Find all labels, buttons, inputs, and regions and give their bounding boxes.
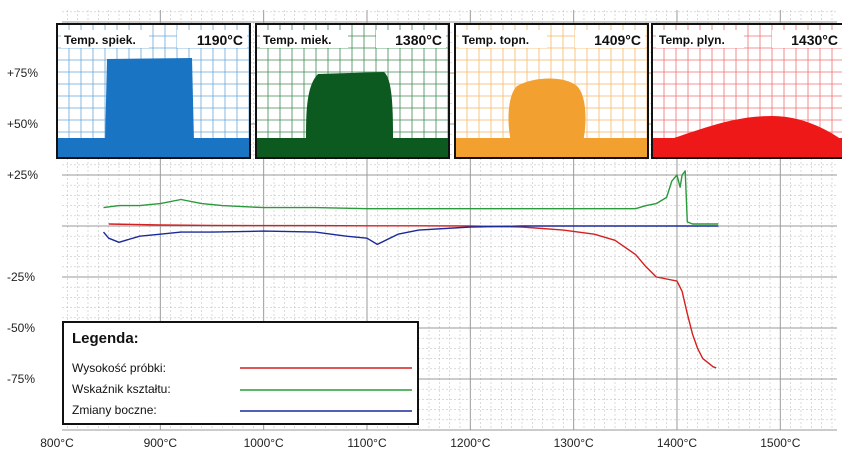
y-tick-label: -25% [7, 270, 35, 284]
x-tick-label: 1200°C [450, 436, 490, 450]
sample-panel: Temp. topn. 1409°C [454, 23, 649, 159]
sample-shape [105, 58, 194, 142]
panel-temp-background [772, 30, 842, 48]
x-tick-label: 1100°C [347, 436, 387, 450]
panel-temperature: 1190°C [197, 32, 243, 48]
legend-label-shape: Wskaźnik kształtu: [72, 382, 171, 396]
x-tick-label: 1500°C [760, 436, 800, 450]
sample-panel: Temp. spiek. 1190°C [56, 23, 251, 159]
panel-temperature: 1430°C [791, 32, 838, 48]
panel-label-background [61, 30, 149, 48]
sample-shape [662, 116, 842, 142]
legend-label-lateral: Zmiany boczne: [72, 403, 157, 417]
y-tick-label: -50% [7, 321, 35, 335]
panel-label: Temp. topn. [462, 33, 529, 47]
panel-border [255, 23, 450, 159]
sample-shape [306, 72, 393, 142]
panel-temp-background [177, 30, 247, 48]
panel-temperature: 1409°C [594, 32, 641, 48]
panel-label: Temp. spiek. [64, 33, 136, 47]
x-tick-label: 1300°C [554, 436, 594, 450]
panel-base-plate [57, 138, 250, 158]
legend-box [62, 321, 419, 425]
panel-base-plate [652, 138, 842, 158]
legend-title: Legenda: [72, 330, 139, 347]
x-tick-label: 800°C [40, 436, 74, 450]
legend: Legenda: Wysokość próbki: Wskaźnik kszta… [62, 321, 419, 425]
panel-label-background [260, 30, 348, 48]
panel-label: Temp. plyn. [659, 33, 725, 47]
x-tick-label: 1400°C [657, 436, 697, 450]
y-tick-label: -75% [7, 372, 35, 386]
chart-series [102, 170, 719, 369]
sample-shape [508, 78, 586, 142]
panel-temp-background [376, 30, 446, 48]
panel-label: Temp. miek. [263, 33, 331, 47]
panel-border [56, 23, 251, 159]
sample-panel: Temp. miek. 1380°C [255, 23, 450, 159]
panel-border [454, 23, 649, 159]
series-line-lateral-change [102, 225, 719, 246]
y-axis-ticks: +75% +50% +25% -25% -50% -75% [7, 66, 38, 386]
x-tick-label: 900°C [144, 436, 178, 450]
y-tick-label: +75% [7, 66, 38, 80]
sample-panel: Temp. plyn. 1430°C [651, 23, 842, 159]
series-line-sample-height [108, 223, 717, 369]
panel-temp-background [575, 30, 645, 48]
series-line-shape-factor [103, 170, 719, 225]
panel-base-plate [455, 138, 648, 158]
panel-label-background [459, 30, 547, 48]
panel-label-background [656, 30, 744, 48]
panel-temperature: 1380°C [395, 32, 442, 48]
sample-image-panels: Temp. spiek. 1190°C Temp. miek. 1380°C Temp.… [56, 23, 842, 159]
x-tick-label: 1000°C [244, 436, 284, 450]
panel-base-plate [256, 138, 449, 158]
y-tick-label: +50% [7, 117, 38, 131]
legend-label-height: Wysokość próbki: [72, 361, 166, 375]
panel-border [651, 23, 842, 159]
x-axis-ticks: 800°C 900°C 1000°C 1100°C 1200°C 1300°C 1400°C… [40, 436, 800, 450]
y-tick-label: +25% [7, 168, 38, 182]
